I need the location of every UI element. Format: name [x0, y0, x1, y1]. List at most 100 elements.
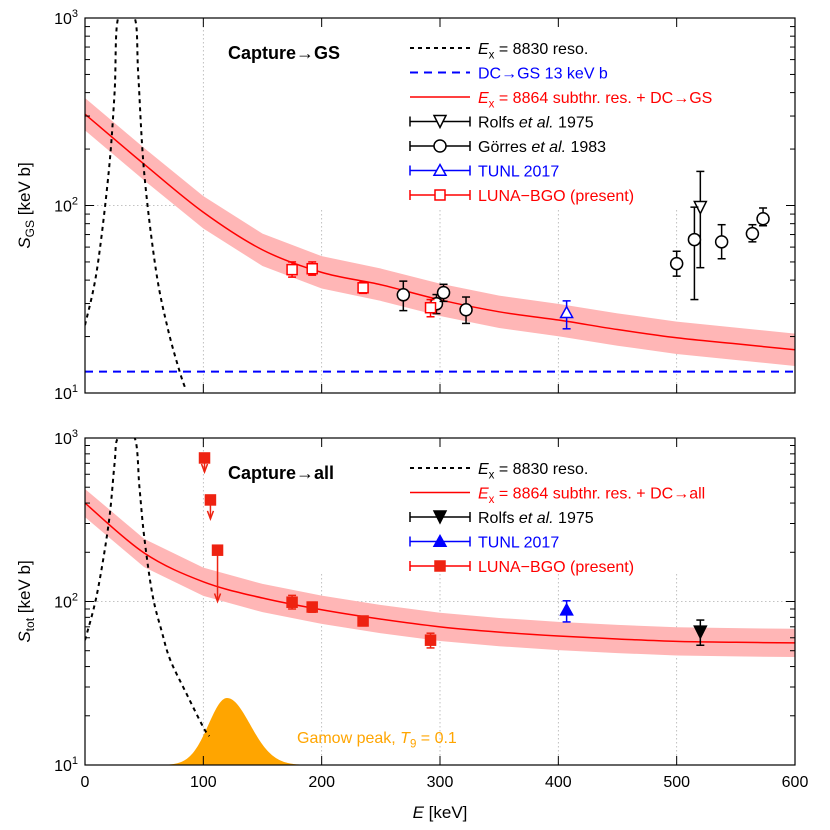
- legend-marker: [434, 189, 446, 201]
- plot-area: [85, 438, 795, 765]
- y-tick-exponent: 1: [72, 755, 78, 767]
- y-axis-label: Stot [keV b]: [15, 560, 37, 642]
- data-point-luna: [198, 452, 211, 475]
- y-label-symbol: S: [15, 237, 34, 249]
- data-point-gorres: [756, 207, 770, 227]
- legend-marker: [434, 560, 446, 572]
- x-tick-label: 200: [308, 774, 335, 791]
- data-point-luna: [357, 281, 369, 295]
- x-label-unit: [keV]: [424, 803, 467, 822]
- legend-label: Ex = 8864 subthr. res. + DC→all: [478, 486, 705, 506]
- arrow-head: [200, 463, 209, 475]
- legend-label-part: E: [478, 90, 489, 107]
- data-point-luna: [286, 594, 298, 610]
- legend-label-part: 1983: [566, 139, 606, 156]
- legend-entry-rolfs: Rolfs et al. 1975: [409, 510, 594, 527]
- data-point-luna: [357, 615, 369, 627]
- data-point-gorres: [396, 280, 411, 312]
- data-point-gorres: [745, 223, 760, 243]
- legend-label: Rolfs et al. 1975: [478, 115, 594, 132]
- legend-entry-gorres: Görres et al. 1983: [409, 139, 606, 156]
- y-tick-base: 10: [54, 431, 72, 448]
- legend-entry-rolfs: Rolfs et al. 1975: [409, 114, 594, 132]
- data-point-luna: [306, 261, 318, 276]
- marker-luna: [211, 544, 224, 556]
- legend-background: [215, 22, 790, 210]
- panel-title: Capture→GS: [228, 43, 340, 63]
- legend-label: DC→GS 13 keV b: [478, 66, 608, 83]
- data-point-gorres: [459, 296, 473, 325]
- marker-luna: [286, 263, 298, 276]
- y-tick-exponent: 3: [72, 428, 78, 440]
- legend-label-part: Rolfs: [478, 510, 519, 527]
- fit-uncertainty-band: [85, 97, 795, 366]
- y-tick-base: 10: [54, 758, 72, 775]
- legend-label-part: = 8830 reso.: [494, 41, 588, 58]
- y-label-unit: [keV b]: [15, 162, 34, 220]
- data-point-luna: [204, 494, 217, 522]
- data-point-luna: [286, 261, 298, 278]
- legend-label: TUNL 2017: [478, 164, 559, 181]
- data-point-gorres: [669, 250, 684, 277]
- legend-label-part: et al.: [519, 510, 554, 527]
- marker-gorres: [714, 235, 729, 249]
- y-tick-label: 103: [54, 428, 78, 448]
- x-tick-label: 300: [427, 774, 454, 791]
- marker-gorres: [436, 285, 451, 300]
- y-tick-exponent: 1: [72, 383, 78, 395]
- legend-label-part: = 8830 reso.: [494, 461, 588, 478]
- fit-curve: [85, 502, 795, 644]
- y-label-unit: [keV b]: [15, 560, 34, 618]
- legend-entry-tunl: TUNL 2017: [409, 162, 559, 181]
- data-point-luna: [306, 601, 318, 613]
- legend-label-part: TUNL 2017: [478, 535, 559, 552]
- legend-marker: [433, 139, 447, 153]
- gamow-peak-label-part: T: [400, 730, 411, 747]
- legend-label-part: = 8864 subthr. res. + DC→GS: [494, 90, 712, 107]
- y-tick-label: 101: [54, 755, 78, 775]
- legend-label-part: LUNA−BGO (present): [478, 559, 634, 576]
- y-label-subscript: GS: [23, 220, 37, 237]
- x-label-symbol: E: [413, 803, 425, 822]
- y-tick-label: 102: [54, 592, 78, 612]
- legend-label: Görres et al. 1983: [478, 139, 606, 156]
- marker-gorres: [459, 302, 473, 317]
- y-tick-base: 10: [54, 199, 72, 216]
- data-point-tunl: [559, 300, 574, 330]
- panel-title: Capture→all: [228, 463, 334, 483]
- y-tick-label: 102: [54, 196, 78, 216]
- legend-label-part: E: [478, 486, 489, 503]
- marker-luna: [204, 494, 217, 506]
- y-tick-base: 10: [54, 11, 72, 28]
- plot-area: [85, 18, 795, 393]
- y-axis-label: SGS [keV b]: [15, 162, 37, 248]
- arrow-head: [206, 510, 215, 522]
- marker-luna: [198, 452, 211, 464]
- y-tick-exponent: 3: [72, 8, 78, 20]
- panel-bottom: Gamow peak, T9 = 0.1 0 100 200 300 400 500 600 1…: [15, 428, 808, 822]
- legend-marker: [432, 114, 448, 130]
- x-tick-label: 600: [782, 774, 809, 791]
- marker-luna: [424, 301, 437, 314]
- marker-gorres: [687, 232, 702, 247]
- y-tick-label: 101: [54, 383, 78, 403]
- legend-label-part: Görres: [478, 139, 531, 156]
- legend-label-part: Rolfs: [478, 115, 519, 132]
- marker-gorres: [756, 211, 770, 226]
- y-tick-base: 10: [54, 386, 72, 403]
- fit-uncertainty-band: [85, 488, 795, 658]
- legend-background: [215, 442, 790, 572]
- legend-entry-luna: LUNA−BGO (present): [409, 188, 634, 205]
- gamow-peak-label-part: = 0.1: [416, 730, 457, 747]
- data-point-rolfs: [693, 619, 708, 647]
- legend-label: LUNA−BGO (present): [478, 559, 634, 576]
- legend-label-part: x: [489, 494, 495, 506]
- legend-label-part: E: [478, 461, 489, 478]
- legend-label-part: 1975: [554, 510, 594, 527]
- legend-entry-tunl: TUNL 2017: [409, 533, 559, 552]
- y-tick-base: 10: [54, 595, 72, 612]
- legend-entry-dc: DC→GS 13 keV b: [410, 66, 608, 83]
- x-tick-label: 400: [545, 774, 572, 791]
